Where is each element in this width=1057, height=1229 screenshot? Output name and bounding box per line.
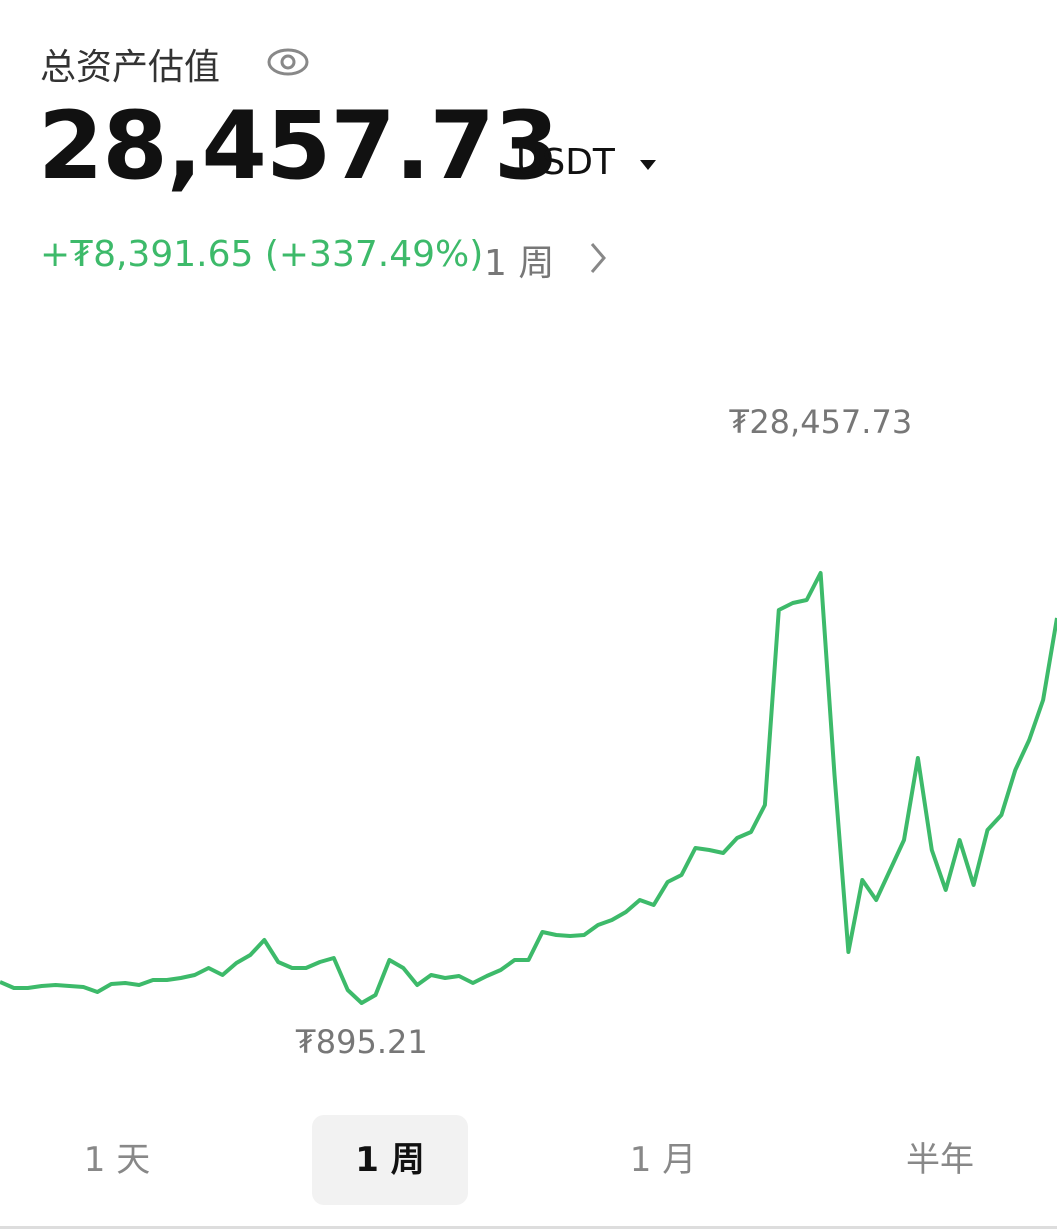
total-value: 28,457.73: [38, 92, 559, 201]
period-tab[interactable]: 1 天: [83, 1140, 151, 1180]
price-line: [0, 571, 1057, 1005]
change-period[interactable]: 1 周: [484, 243, 555, 284]
period-tab[interactable]: 1 周: [312, 1115, 468, 1205]
asset-label: 总资产估值: [40, 47, 221, 88]
chart: ₮28,457.73 ₮895.21: [0, 403, 1057, 1061]
currency-dropdown[interactable]: [638, 158, 658, 172]
divider: [0, 1226, 1057, 1229]
period-tab[interactable]: 半年: [906, 1140, 974, 1180]
period-tab[interactable]: 1 月: [629, 1140, 697, 1180]
extreme-label: ₮28,457.73: [729, 403, 912, 441]
visibility-toggle[interactable]: [266, 44, 310, 80]
chevron[interactable]: [586, 240, 610, 276]
extreme-label: ₮895.21: [295, 1023, 427, 1061]
currency-unit[interactable]: USDT: [516, 142, 615, 183]
change-value: +₮8,391.65 (+337.49%): [40, 234, 484, 275]
